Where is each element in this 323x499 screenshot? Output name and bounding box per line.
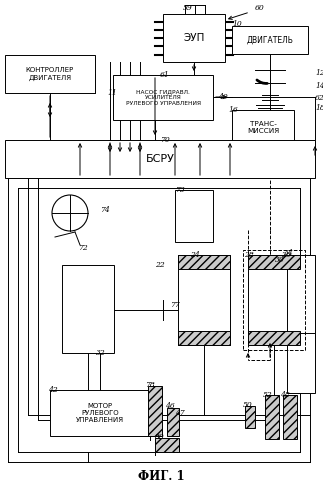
Text: 61: 61 bbox=[160, 71, 170, 79]
Bar bbox=[163, 14, 225, 62]
Bar bbox=[148, 386, 162, 436]
Bar bbox=[287, 255, 315, 345]
Text: 26: 26 bbox=[281, 251, 291, 259]
Bar bbox=[232, 110, 294, 144]
Text: 47: 47 bbox=[175, 409, 185, 417]
Bar bbox=[167, 408, 179, 436]
Text: 77: 77 bbox=[170, 301, 180, 309]
Text: БСРУ: БСРУ bbox=[146, 154, 174, 164]
Bar bbox=[243, 250, 305, 350]
Bar bbox=[175, 190, 213, 242]
Bar bbox=[50, 390, 150, 436]
Text: 70: 70 bbox=[160, 136, 170, 144]
Bar bbox=[178, 255, 230, 345]
Text: ЭУП: ЭУП bbox=[183, 33, 205, 43]
Bar bbox=[62, 265, 114, 353]
Text: 48: 48 bbox=[280, 391, 290, 399]
Bar bbox=[178, 331, 230, 345]
Text: 60: 60 bbox=[255, 4, 265, 12]
Bar bbox=[265, 395, 279, 439]
Text: 24: 24 bbox=[190, 251, 200, 259]
Text: 28: 28 bbox=[244, 251, 254, 259]
Text: 72: 72 bbox=[78, 244, 88, 252]
Text: 46: 46 bbox=[165, 402, 175, 410]
Bar bbox=[287, 333, 315, 393]
Text: 73: 73 bbox=[175, 186, 185, 194]
Text: НАСОС ГИДРАВЛ.
УСИЛИТЕЛЯ
РУЛЕВОГО УПРАВЛЕНИЯ: НАСОС ГИДРАВЛ. УСИЛИТЕЛЯ РУЛЕВОГО УПРАВЛ… bbox=[126, 89, 201, 106]
Text: 14: 14 bbox=[315, 82, 323, 90]
Bar bbox=[248, 255, 300, 345]
Text: 22: 22 bbox=[155, 261, 165, 269]
Text: КОНТРОЛЛЕР
ДВИГАТЕЛЯ: КОНТРОЛЛЕР ДВИГАТЕЛЯ bbox=[26, 67, 74, 80]
Bar bbox=[5, 55, 95, 93]
Text: 62: 62 bbox=[315, 94, 323, 102]
Text: ДВИГАТЕЛЬ: ДВИГАТЕЛЬ bbox=[246, 35, 293, 44]
Text: 10: 10 bbox=[232, 20, 242, 28]
Bar bbox=[232, 26, 308, 54]
Text: 34: 34 bbox=[284, 249, 294, 257]
Text: 50: 50 bbox=[243, 401, 253, 409]
Text: 80: 80 bbox=[155, 433, 165, 441]
Bar bbox=[283, 395, 297, 439]
Text: 59: 59 bbox=[183, 4, 193, 12]
Bar bbox=[248, 331, 300, 345]
Bar bbox=[5, 140, 315, 178]
Text: 42: 42 bbox=[48, 386, 58, 394]
Bar bbox=[248, 255, 300, 269]
Text: 74: 74 bbox=[100, 206, 110, 214]
Text: ФИГ. 1: ФИГ. 1 bbox=[138, 471, 184, 484]
Text: 52: 52 bbox=[263, 391, 273, 399]
Text: 40: 40 bbox=[218, 93, 228, 101]
Text: 18: 18 bbox=[315, 104, 323, 112]
Text: ТРАНС-
МИССИЯ: ТРАНС- МИССИЯ bbox=[247, 120, 279, 134]
Text: МОТОР
РУЛЕВОГО
УПРАВЛЕНИЯ: МОТОР РУЛЕВОГО УПРАВЛЕНИЯ bbox=[76, 403, 124, 423]
Text: 30: 30 bbox=[275, 256, 285, 264]
Bar bbox=[155, 438, 179, 452]
Bar bbox=[178, 255, 230, 269]
Text: 16: 16 bbox=[228, 106, 238, 114]
Bar bbox=[245, 406, 255, 428]
Text: 12: 12 bbox=[315, 69, 323, 77]
Text: 78: 78 bbox=[145, 381, 155, 389]
Bar bbox=[113, 75, 213, 120]
Text: 11: 11 bbox=[107, 89, 117, 97]
Text: 32: 32 bbox=[96, 349, 106, 357]
